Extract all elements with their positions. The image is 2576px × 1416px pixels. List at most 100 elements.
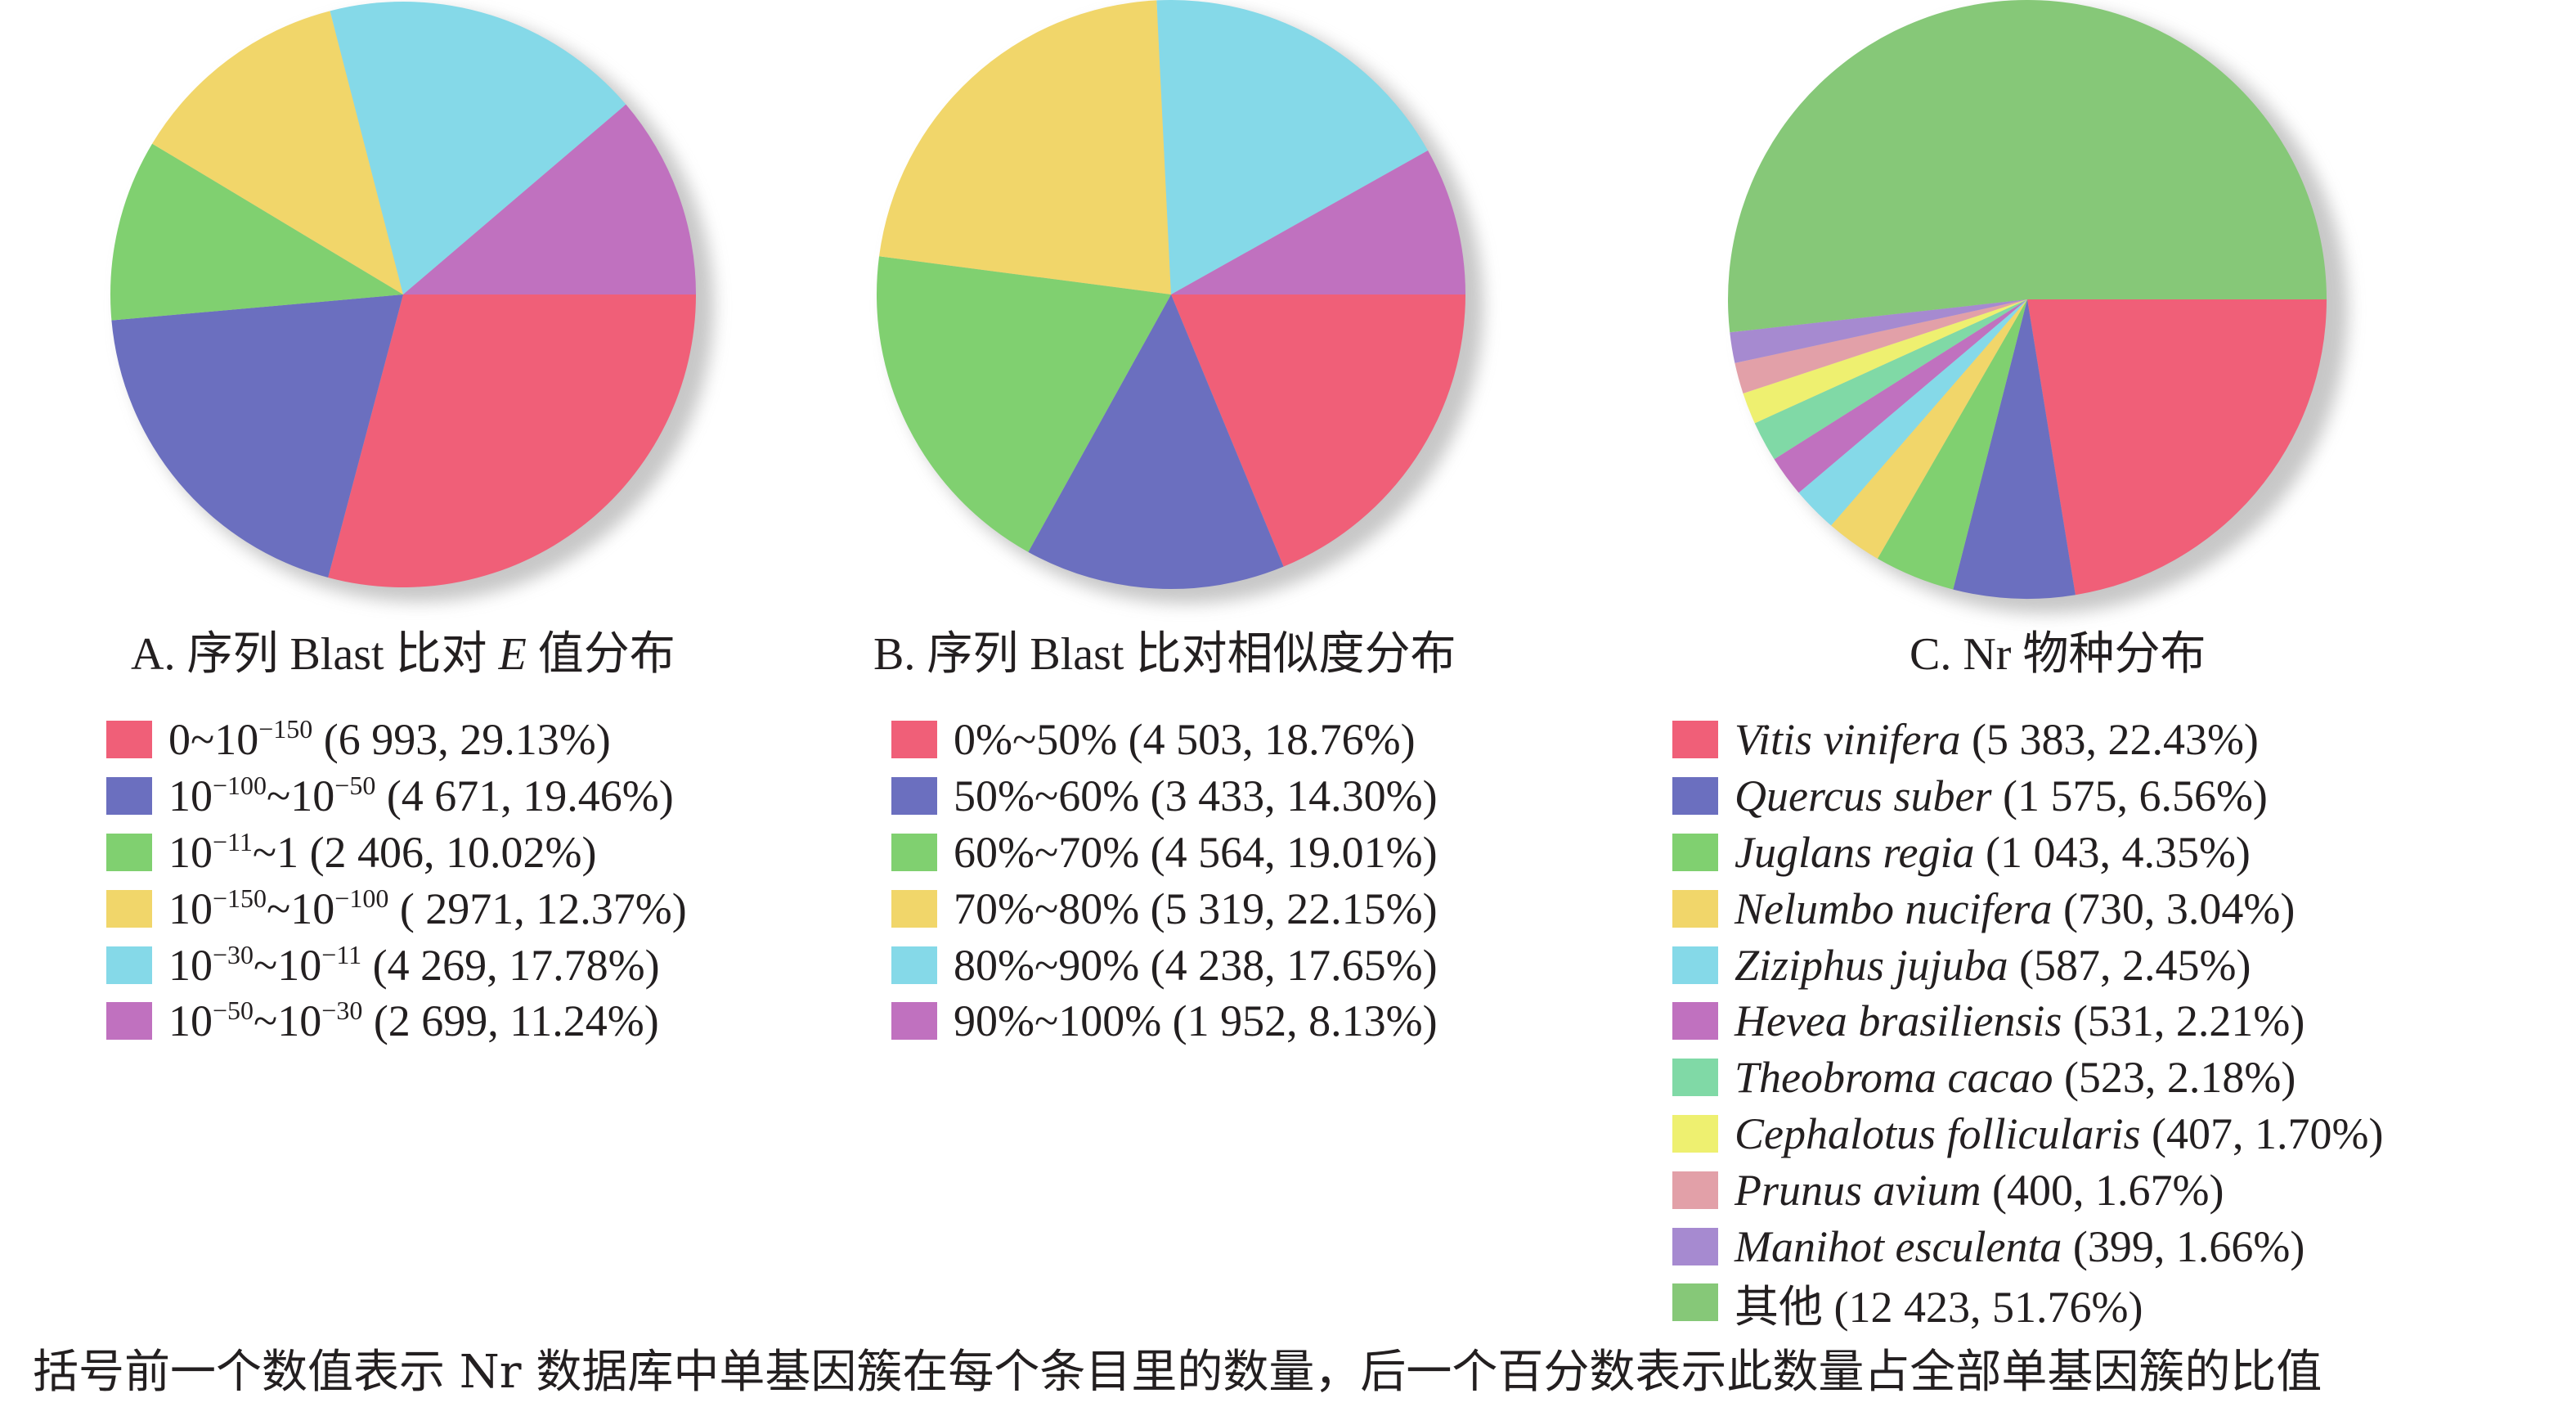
legend-b-item: 90%~100% (1 952, 8.13%) [891, 993, 1438, 1050]
legend-a-item: 10−50~10−30 (2 699, 11.24%) [106, 993, 687, 1050]
legend-a: 0~10−150 (6 993, 29.13%) 10−100~10−50 (4 … [106, 712, 687, 1050]
legend-a-swatch [106, 946, 152, 984]
legend-b-item: 60%~70% (4 564, 19.01%) [891, 825, 1438, 881]
legend-a-label: 0~10−150 (6 993, 29.13%) [168, 714, 611, 765]
legend-c-item: 其他 (12 423, 51.76%) [1672, 1274, 2383, 1332]
legend-b-item: 0%~50% (4 503, 18.76%) [891, 712, 1438, 768]
legend-b-swatch [891, 946, 937, 984]
legend-c-item: Juglans regia (1 043, 4.35%) [1672, 825, 2383, 881]
pie-c-slice-0 [2027, 299, 2327, 596]
legend-c-label: 其他 (12 423, 51.76%) [1735, 1282, 2143, 1332]
pie-a-slice-5 [403, 104, 696, 294]
pie-a-slice-1 [111, 294, 403, 578]
legend-c-item: Quercus suber (1 575, 6.56%) [1672, 768, 2383, 825]
legend-b-swatch [891, 1002, 937, 1041]
legend-a-item: 10−100~10−50 (4 671, 19.46%) [106, 768, 687, 825]
legend-c-item: Manihot esculenta (399, 1.66%) [1672, 1218, 2383, 1274]
pie-c-slice-9 [1730, 299, 2027, 363]
legend-c-item: Ziziphus jujuba (587, 2.45%) [1672, 937, 2383, 993]
legend-c-item: Hevea brasiliensis (531, 2.21%) [1672, 993, 2383, 1050]
legend-b-item: 50%~60% (3 433, 14.30%) [891, 768, 1438, 825]
legend-a-label: 10−50~10−30 (2 699, 11.24%) [168, 996, 659, 1046]
pie-c-slice-2 [1877, 299, 2027, 590]
legend-c-swatch [1672, 833, 1718, 871]
legend-c-swatch [1672, 1283, 1718, 1322]
pie-c-slice-3 [1831, 299, 2027, 559]
legend-c-swatch [1672, 946, 1718, 984]
legend-a-item: 10−30~10−11 (4 269, 17.78%) [106, 937, 687, 993]
legend-a-swatch [106, 889, 152, 928]
legend-b-label: 50%~60% (3 433, 14.30%) [954, 771, 1438, 821]
legend-a-swatch [106, 833, 152, 871]
legend-c-item: Cephalotus follicularis (407, 1.70%) [1672, 1106, 2383, 1162]
legend-c-label: Theobroma cacao (523, 2.18%) [1735, 1053, 2296, 1103]
legend-c-swatch [1672, 1059, 1718, 1097]
legend-c-swatch [1672, 1227, 1718, 1265]
pie-chart-b [877, 0, 1483, 604]
chart-title-b: B. 序列 Blast 比对相似度分布 [873, 629, 1456, 680]
legend-b-swatch [891, 721, 937, 759]
legend-c-label: Manihot esculenta (399, 1.66%) [1735, 1221, 2305, 1271]
legend-a-swatch [106, 721, 152, 759]
legend-a-label: 10−100~10−50 (4 671, 19.46%) [168, 771, 674, 821]
legend-c-label: Prunus avium (400, 1.67%) [1735, 1165, 2224, 1215]
legend-c-item: Nelumbo nucifera (730, 3.04%) [1672, 880, 2383, 937]
legend-a-swatch [106, 777, 152, 816]
pie-c-slice-1 [1953, 299, 2076, 599]
legend-b-label: 0%~50% (4 503, 18.76%) [954, 715, 1416, 765]
legend-a-swatch [106, 1002, 152, 1041]
legend-b: 0%~50% (4 503, 18.76%) 50%~60% (3 433, 14… [891, 712, 1438, 1050]
pie-c-slice-10 [1728, 0, 2327, 333]
legend-b-item: 70%~80% (5 319, 22.15%) [891, 880, 1438, 937]
pie-a-slice-2 [110, 143, 403, 321]
pie-b-slice-4 [1156, 0, 1429, 295]
legend-c-swatch [1672, 777, 1718, 816]
legend-c-label: Juglans regia (1 043, 4.35%) [1735, 827, 2251, 877]
legend-c-swatch [1672, 1114, 1718, 1153]
pie-b-slice-5 [1171, 150, 1465, 294]
legend-c-item: Vitis vinifera (5 383, 22.43%) [1672, 712, 2383, 768]
footnote: 括号前一个数值表示 Nr 数据库中单基因簇在每个条目里的数量，后一个百分数表示此… [33, 1346, 2322, 1399]
legend-b-label: 80%~90% (4 238, 17.65%) [954, 940, 1438, 990]
pie-chart-c [1728, 0, 2348, 614]
legend-c-item: Theobroma cacao (523, 2.18%) [1672, 1050, 2383, 1106]
legend-c-label: Ziziphus jujuba (587, 2.45%) [1735, 940, 2251, 990]
legend-b-swatch [891, 889, 937, 928]
pie-a-slice-3 [152, 11, 404, 295]
legend-a-item: 10−11~1 (2 406, 10.02%) [106, 825, 687, 881]
pie-c-slice-7 [1743, 299, 2027, 424]
legend-c-swatch [1672, 721, 1718, 759]
legend-c-label: Cephalotus follicularis (407, 1.70%) [1735, 1108, 2384, 1158]
pie-c-slice-8 [1735, 299, 2027, 393]
chart-title-a: A. 序列 Blast 比对 E 值分布 [131, 629, 675, 680]
legend-b-swatch [891, 833, 937, 871]
pie-c-slice-4 [1798, 299, 2027, 526]
legend-b-label: 60%~70% (4 564, 19.01%) [954, 827, 1438, 877]
legend-a-label: 10−30~10−11 (4 269, 17.78%) [168, 939, 660, 990]
legend-b-label: 70%~80% (5 319, 22.15%) [954, 883, 1438, 933]
pie-chart-a [110, 1, 714, 602]
legend-c: Vitis vinifera (5 383, 22.43%) Quercus su… [1672, 712, 2383, 1332]
legend-c-swatch [1672, 1171, 1718, 1209]
legend-a-item: 10−150~10−100 ( 2971, 12.37%) [106, 880, 687, 937]
legend-c-label: Quercus suber (1 575, 6.56%) [1735, 771, 2268, 821]
pie-c-slice-6 [1754, 299, 2027, 460]
pie-a-slice-4 [330, 1, 626, 294]
legend-a-label: 10−11~1 (2 406, 10.02%) [168, 826, 597, 877]
legend-b-label: 90%~100% (1 952, 8.13%) [954, 996, 1438, 1046]
legend-a-label: 10−150~10−100 ( 2971, 12.37%) [168, 883, 687, 933]
legend-c-swatch [1672, 889, 1718, 928]
pie-c-slice-5 [1774, 299, 2027, 493]
legend-c-label: Vitis vinifera (5 383, 22.43%) [1735, 715, 2259, 765]
chart-title-c: C. Nr 物种分布 [1910, 629, 2206, 680]
pie-a-slice-0 [328, 294, 696, 587]
legend-b-item: 80%~90% (4 238, 17.65%) [891, 937, 1438, 993]
legend-c-label: Nelumbo nucifera (730, 3.04%) [1735, 883, 2296, 933]
pie-b-slice-1 [1028, 294, 1284, 589]
pie-b-slice-0 [1171, 294, 1465, 567]
legend-a-item: 0~10−150 (6 993, 29.13%) [106, 712, 687, 768]
legend-c-swatch [1672, 1002, 1718, 1041]
legend-c-item: Prunus avium (400, 1.67%) [1672, 1162, 2383, 1218]
legend-c-label: Hevea brasiliensis (531, 2.21%) [1735, 996, 2305, 1046]
pie-b-slice-3 [879, 0, 1171, 294]
